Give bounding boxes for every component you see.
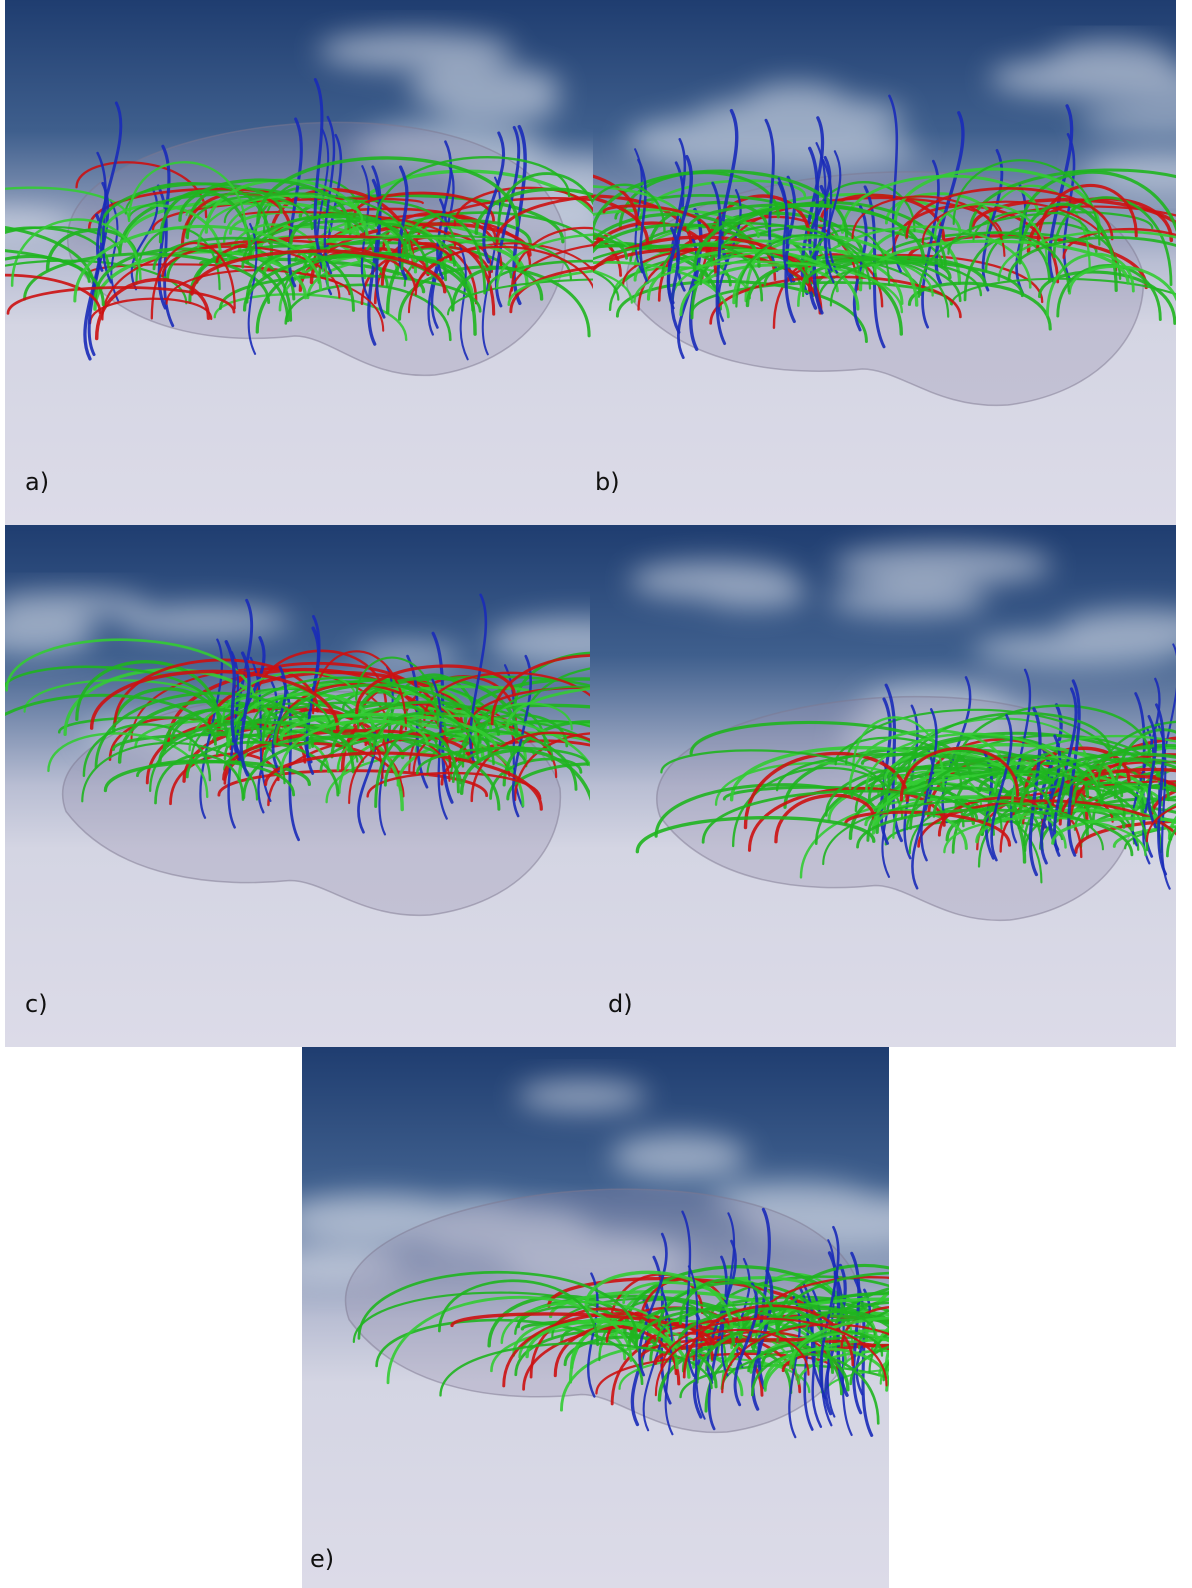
panel-label: e) [310, 1545, 334, 1573]
cloud [834, 545, 1052, 585]
render-panel [5, 0, 593, 525]
panel-label: b) [595, 468, 620, 496]
render-panel [5, 525, 590, 1047]
panel-label: a) [25, 468, 49, 496]
cloud [120, 605, 292, 637]
cloud [517, 1080, 647, 1111]
panel-label: c) [25, 990, 48, 1018]
render-panel [593, 0, 1176, 525]
cloud [1044, 41, 1176, 91]
cloud [318, 31, 514, 70]
cloud [972, 632, 1176, 667]
figure: {"panels": [{"label": "a)"}, {"label": "… [0, 0, 1192, 1588]
render-panel [590, 525, 1176, 1047]
render-panel [302, 1047, 889, 1588]
cloud [611, 1134, 748, 1179]
cloud [629, 561, 797, 600]
cloud [694, 96, 906, 137]
cloud [828, 584, 987, 616]
panel-label: d) [608, 990, 633, 1018]
cloud [437, 90, 558, 124]
